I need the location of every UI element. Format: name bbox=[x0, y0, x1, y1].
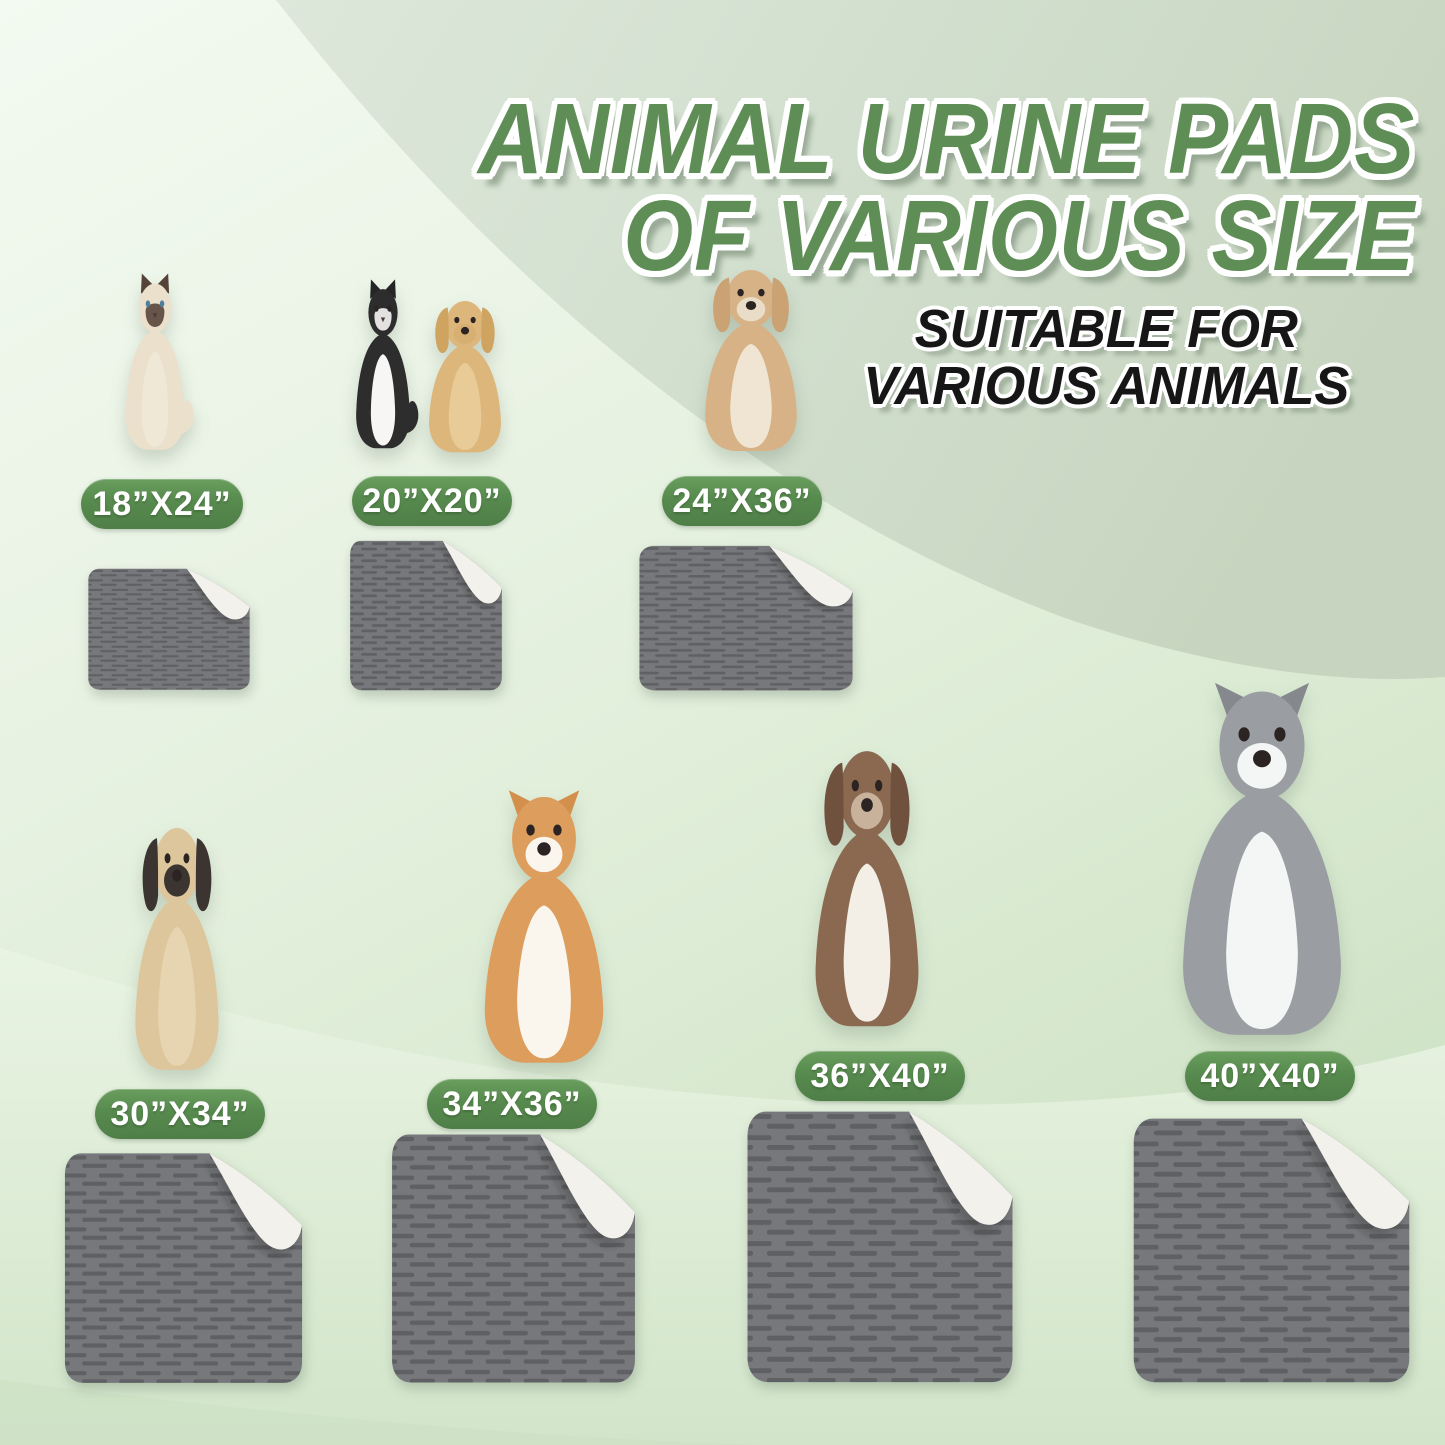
pad-graphic-30x34 bbox=[60, 1152, 307, 1387]
size-label-text: 36”X40” bbox=[810, 1056, 950, 1095]
size-label-36x40: 36”X40” bbox=[795, 1051, 965, 1101]
size-label-24x36: 24”X36” bbox=[662, 476, 822, 526]
poster-subtitle: SUITABLE FOR VARIOUS ANIMALS bbox=[806, 298, 1407, 417]
subtitle-line-2: VARIOUS ANIMALS bbox=[863, 356, 1350, 417]
size-label-text: 24”X36” bbox=[672, 481, 812, 520]
pad-graphic-18x24 bbox=[85, 568, 253, 692]
pad-graphic-34x36 bbox=[387, 1133, 640, 1387]
australian-shepherd-photo bbox=[815, 751, 919, 1027]
siamese-cat-photo bbox=[125, 273, 194, 450]
title-line-1: ANIMAL URINE PADS bbox=[477, 83, 1415, 195]
size-label-34x36: 34”X36” bbox=[427, 1079, 597, 1129]
size-label-text: 34”X36” bbox=[442, 1084, 582, 1123]
tan-mixed-breed-dog-photo bbox=[705, 270, 797, 451]
size-label-text: 30”X34” bbox=[110, 1094, 250, 1133]
size-label-18x24: 18”X24” bbox=[81, 479, 243, 529]
size-label-text: 18”X24” bbox=[92, 484, 232, 523]
pad-graphic-24x36 bbox=[635, 545, 857, 693]
size-label-20x20: 20”X20” bbox=[352, 476, 512, 526]
pad-graphic-20x20 bbox=[347, 540, 505, 693]
size-label-40x40: 40”X40” bbox=[1185, 1051, 1355, 1101]
pug-photo bbox=[135, 828, 219, 1070]
pad-graphic-40x40 bbox=[1128, 1117, 1415, 1387]
page-title: ANIMAL URINE PADS OF VARIOUS SIZE bbox=[478, 89, 1415, 286]
size-label-text: 20”X20” bbox=[362, 481, 502, 520]
size-label-30x34: 30”X34” bbox=[95, 1089, 265, 1139]
size-label-text: 40”X40” bbox=[1200, 1056, 1340, 1095]
pad-graphic-36x40 bbox=[742, 1110, 1018, 1387]
corgi-photo bbox=[484, 790, 604, 1063]
title-line-2: OF VARIOUS SIZE bbox=[623, 180, 1415, 292]
subtitle-line-1: SUITABLE FOR bbox=[914, 298, 1298, 359]
siberian-husky-photo bbox=[1183, 682, 1341, 1035]
labrador-puppy-photo bbox=[429, 301, 501, 453]
